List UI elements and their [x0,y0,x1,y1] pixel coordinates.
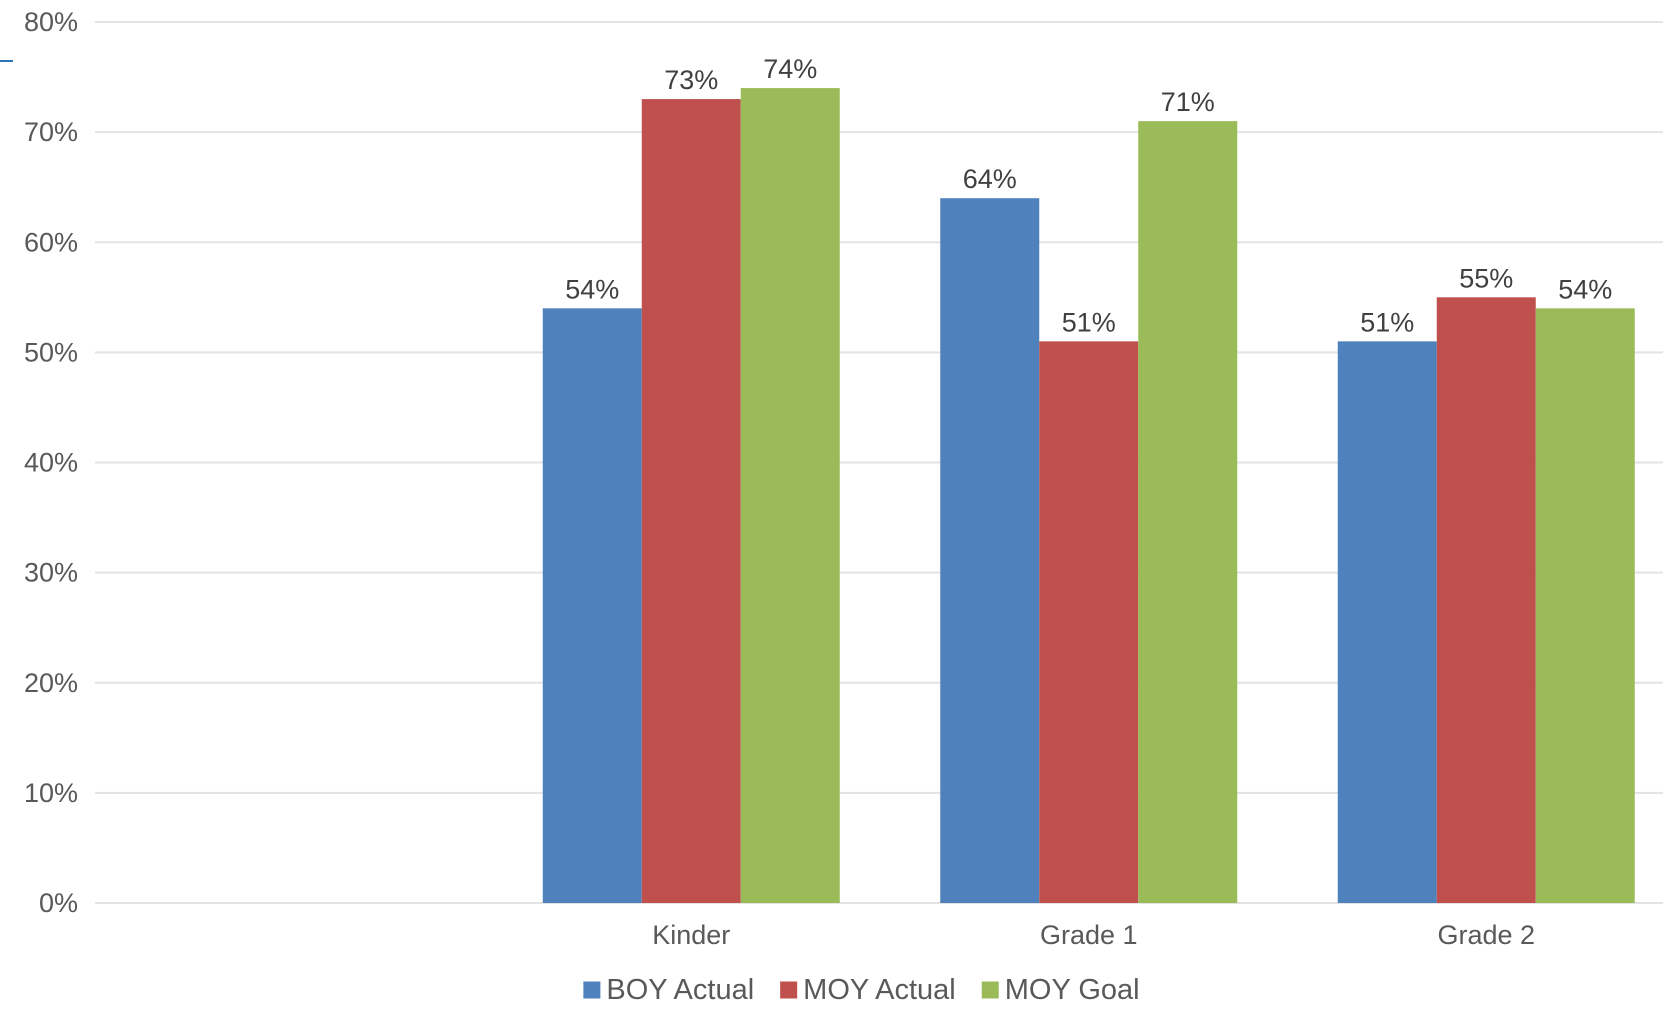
data-label: 51% [1062,307,1116,337]
x-category-label: Grade 2 [1437,920,1535,950]
y-tick-label: 20% [24,668,78,698]
y-tick-label: 50% [24,337,78,367]
bar [1039,341,1138,903]
legend-item: BOY Actual [583,974,754,1006]
data-label: 73% [664,65,718,95]
y-tick-label: 0% [39,888,78,918]
legend-label: MOY Actual [803,974,956,1006]
data-label: 71% [1161,87,1215,117]
data-label: 51% [1360,307,1414,337]
y-tick-label: 80% [24,7,78,37]
y-tick-label: 70% [24,117,78,147]
bar [543,308,642,903]
legend-label: BOY Actual [606,974,754,1006]
legend-item: MOY Goal [982,974,1140,1006]
legend: BOY Actual MOY Actual MOY Goal [583,974,1139,1006]
bar [940,198,1039,903]
legend-swatch [982,982,999,999]
y-tick-label: 30% [24,558,78,588]
y-tick-label: 60% [24,227,78,257]
data-label: 54% [565,274,619,304]
x-category-label: Grade 1 [1040,920,1138,950]
bar [1138,121,1237,903]
y-tick-label: 10% [24,778,78,808]
bar [1536,308,1635,903]
data-label: 55% [1459,263,1513,293]
bar [741,88,840,903]
x-axis-categories: Kinder Grade 1 Grade 2 [652,920,1535,950]
legend-swatch [583,982,600,999]
bar [1338,341,1437,903]
x-category-label: Kinder [652,920,730,950]
data-label: 74% [763,54,817,84]
y-tick-label: 40% [24,448,78,478]
legend-label: MOY Goal [1005,974,1140,1006]
legend-item: MOY Actual [780,974,956,1006]
bars [543,88,1635,903]
bar [1437,297,1536,903]
bar [642,99,741,903]
data-label: 64% [963,164,1017,194]
y-axis-ticks: 0% 10% 20% 30% 40% 50% 60% 70% 80% [24,7,78,918]
data-label: 54% [1558,274,1612,304]
legend-swatch [780,982,797,999]
